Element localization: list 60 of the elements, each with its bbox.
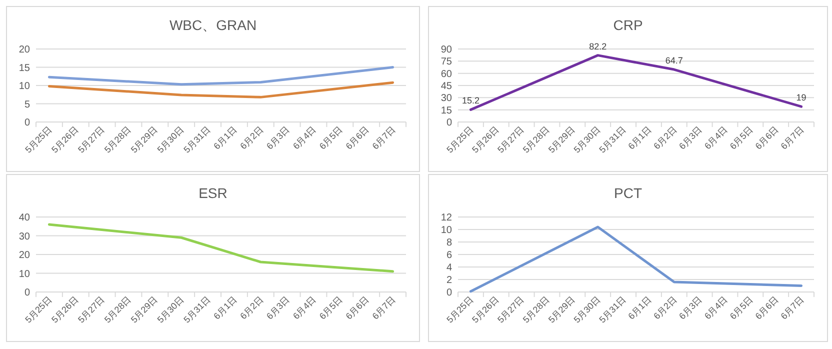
y-tick-label: 0 (24, 118, 30, 128)
x-tick-label: 6月6日 (344, 294, 371, 322)
x-tick-label: 6月1日 (212, 124, 239, 152)
y-tick-label: 20 (18, 44, 30, 56)
x-tick-label: 6月3日 (264, 124, 292, 152)
y-tick-label: 75 (440, 56, 452, 68)
y-tick-label: 0 (446, 288, 452, 298)
chart-title: PCT (614, 185, 642, 201)
data-label: 15.2 (462, 96, 480, 106)
x-tick-label: 6月7日 (370, 124, 398, 152)
data-label: 82.2 (589, 41, 607, 52)
y-tick-label: 10 (440, 225, 452, 236)
x-tick-label: 6月4日 (702, 124, 730, 152)
x-tick-label: 6月5日 (317, 124, 344, 152)
y-tick-label: 0 (24, 288, 30, 298)
x-tick-label: 6月2日 (652, 294, 679, 322)
x-tick-label: 6月5日 (728, 294, 755, 322)
x-tick-label: 6月1日 (626, 124, 654, 152)
y-tick-label: 30 (18, 231, 30, 242)
x-tick-label: 6月7日 (370, 294, 398, 322)
y-tick-label: 2 (446, 275, 452, 286)
x-tick-label: 6月2日 (238, 124, 266, 152)
y-tick-label: 10 (18, 268, 30, 280)
y-tick-label: 30 (440, 93, 452, 104)
y-tick-label: 5 (24, 99, 30, 110)
x-tick-label: 6月1日 (212, 294, 239, 322)
data-label: 19 (796, 92, 806, 103)
chart-title: WBC、GRAN (169, 17, 257, 33)
y-tick-label: 4 (446, 262, 452, 274)
y-tick-label: 12 (440, 212, 452, 224)
y-tick-label: 6 (446, 250, 452, 261)
chart-title: ESR (198, 185, 228, 201)
x-tick-label: 6月5日 (317, 294, 344, 322)
x-tick-label: 6月4日 (291, 124, 318, 152)
x-tick-label: 6月3日 (677, 124, 704, 152)
x-tick-label: 6月2日 (238, 294, 266, 322)
y-tick-label: 45 (440, 81, 452, 92)
x-tick-label: 6月6日 (753, 294, 780, 322)
chart-title: CRP (613, 17, 643, 33)
x-tick-label: 6月6日 (344, 124, 371, 152)
x-tick-label: 6月7日 (778, 294, 806, 322)
x-tick-label: 6月3日 (264, 294, 292, 322)
y-tick-label: 90 (440, 44, 452, 56)
y-tick-label: 8 (446, 238, 452, 248)
y-tick-label: 0 (446, 118, 452, 128)
x-tick-label: 6月2日 (652, 124, 679, 152)
y-tick-label: 15 (18, 62, 30, 74)
y-tick-label: 20 (18, 250, 30, 261)
x-tick-label: 6月3日 (677, 294, 704, 322)
x-tick-label: 6月6日 (753, 124, 780, 152)
y-tick-label: 15 (440, 105, 452, 116)
x-tick-label: 6月7日 (778, 124, 806, 152)
y-tick-label: 40 (18, 212, 30, 224)
y-tick-label: 60 (440, 68, 452, 80)
x-tick-label: 6月5日 (728, 124, 755, 152)
data-label: 64.7 (665, 56, 683, 66)
y-tick-label: 10 (18, 81, 30, 92)
x-tick-label: 6月4日 (291, 294, 318, 322)
x-tick-label: 6月4日 (702, 294, 730, 322)
x-tick-label: 6月1日 (626, 294, 654, 322)
